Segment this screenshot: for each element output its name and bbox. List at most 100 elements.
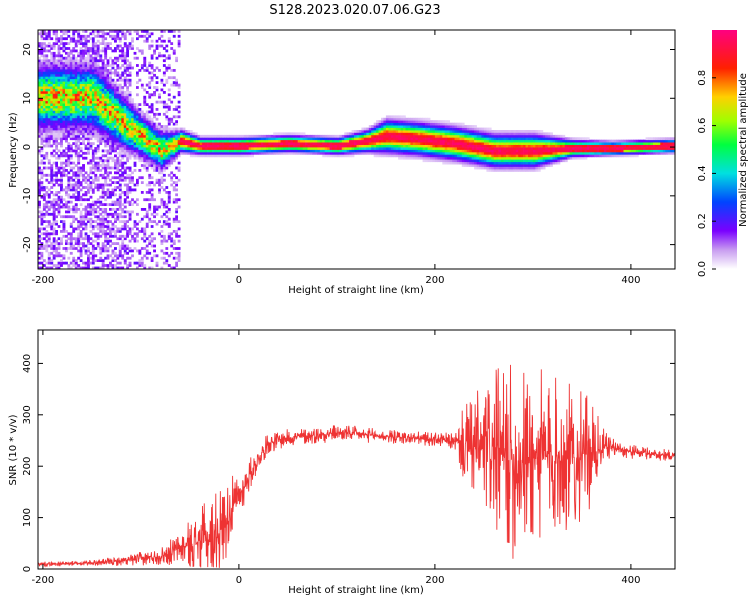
spectrogram-cell: [104, 108, 108, 111]
spectrogram-cell: [456, 122, 460, 126]
spectrogram-cell: [128, 227, 132, 231]
spectrogram-cell: [111, 115, 115, 119]
spectrogram-cell: [94, 247, 98, 250]
spectrogram-cell: [158, 220, 161, 223]
spectrogram-cell: [74, 151, 78, 155]
spectrogram-cell: [77, 134, 81, 138]
spectrogram-cell: [121, 134, 125, 138]
spectrogram-cell: [160, 181, 164, 184]
spectrogram-cell: [101, 86, 105, 89]
spectrogram-cell: [437, 137, 441, 141]
spectrogram-cell: [376, 132, 379, 136]
spectrogram-cell: [82, 132, 85, 136]
spectrogram-cell: [395, 115, 399, 119]
spectrogram-cell: [116, 144, 120, 148]
spectrogram-cell: [121, 208, 125, 211]
spectrogram-cell: [111, 188, 115, 192]
spectrogram-cell: [84, 151, 88, 155]
spectrogram-cell: [82, 103, 85, 106]
spectrogram-cell: [145, 137, 149, 141]
spectrogram-cell: [177, 137, 181, 141]
spectrogram-cell: [172, 137, 176, 141]
spectrogram-cell: [444, 132, 448, 136]
spectrogram-cell: [317, 144, 321, 148]
spectrogram-cell: [167, 149, 171, 153]
spectrogram-cell: [104, 139, 108, 143]
spectrogram-cell: [140, 164, 144, 167]
spectrogram-cell: [278, 151, 281, 155]
spectrogram-cell: [47, 34, 51, 38]
spectrogram-cell: [55, 254, 58, 258]
spectrogram-cell: [432, 149, 436, 153]
spectrogram-cell: [456, 127, 460, 131]
spectrogram-cell: [101, 76, 105, 80]
spectrogram-cell: [38, 103, 41, 106]
spectrogram-cell: [454, 134, 458, 138]
spectrogram-cell: [410, 139, 414, 143]
spectrogram-cell: [270, 149, 274, 153]
spectrogram-cell: [101, 164, 105, 167]
spectrogram-cell: [162, 91, 166, 94]
spectrogram-cell: [155, 156, 159, 160]
spectrogram-cell: [153, 161, 156, 165]
spectrogram-cell: [155, 66, 159, 70]
spectrogram-cell: [138, 264, 142, 267]
spectrogram-cell: [158, 144, 161, 148]
spectrogram-cell: [405, 139, 409, 143]
spectrogram-cell: [40, 142, 44, 145]
spectrogram-cell: [50, 251, 54, 255]
spectrogram-cell: [180, 127, 183, 131]
spectrogram-cell: [439, 139, 443, 143]
spectrogram-cell: [474, 154, 477, 158]
spectrogram-cell: [91, 51, 95, 55]
spectrogram-cell: [140, 120, 144, 123]
spectrogram-cell: [99, 234, 103, 238]
spectrogram-cell: [72, 183, 76, 187]
spectrogram-cell: [84, 234, 88, 238]
spectrogram-cell: [128, 108, 132, 111]
spectrogram-cell: [138, 176, 142, 180]
spectrogram-cell: [106, 139, 110, 143]
spectrogram-cell: [69, 195, 73, 199]
spectrogram-cell: [170, 176, 174, 180]
spectrogram-cell: [62, 230, 66, 233]
spectrogram-cell: [221, 151, 225, 155]
spectrogram-cell: [160, 215, 164, 219]
spectrogram-cell: [82, 139, 85, 143]
spectrogram-cell: [177, 198, 181, 202]
spectrogram-cell: [60, 100, 63, 104]
spectrogram-cell: [77, 117, 81, 121]
spectrogram-cell: [403, 144, 406, 148]
spectrogram-cell: [221, 147, 225, 150]
spectrogram-cell: [84, 222, 88, 226]
spectrogram-cell: [474, 164, 477, 167]
spectrogram-cell: [170, 142, 174, 145]
spectrogram-cell: [89, 110, 93, 114]
spectrogram-cell: [94, 44, 98, 48]
spectrogram-cell: [77, 232, 81, 236]
spectrogram-cell: [65, 239, 68, 243]
spectrogram-cell: [47, 259, 51, 262]
spectrogram-cell: [116, 95, 120, 99]
spectrogram-cell: [383, 139, 387, 143]
spectrogram-cell: [469, 127, 472, 131]
spectrogram-cell: [476, 130, 480, 133]
spectrogram-cell: [192, 147, 196, 150]
spectrogram-cell: [55, 117, 58, 121]
spectrogram-cell: [388, 142, 392, 145]
spectrogram-cell: [143, 115, 147, 119]
spectrogram-cell: [77, 42, 81, 45]
spectrogram-cell: [373, 149, 377, 153]
spectrogram-cell: [62, 220, 66, 223]
spectrogram-cell: [126, 130, 129, 133]
spectrogram-cell: [143, 247, 147, 250]
spectrogram-cell: [94, 164, 98, 167]
spectrogram-cell: [349, 134, 352, 138]
spectrogram-cell: [128, 78, 132, 82]
spectrogram-cell: [383, 130, 387, 133]
spectrogram-cell: [172, 34, 176, 38]
spectrogram-cell: [74, 144, 78, 148]
spectrogram-cell: [57, 83, 61, 87]
spectrogram-cell: [461, 154, 465, 158]
spectrogram-cell: [109, 156, 112, 160]
